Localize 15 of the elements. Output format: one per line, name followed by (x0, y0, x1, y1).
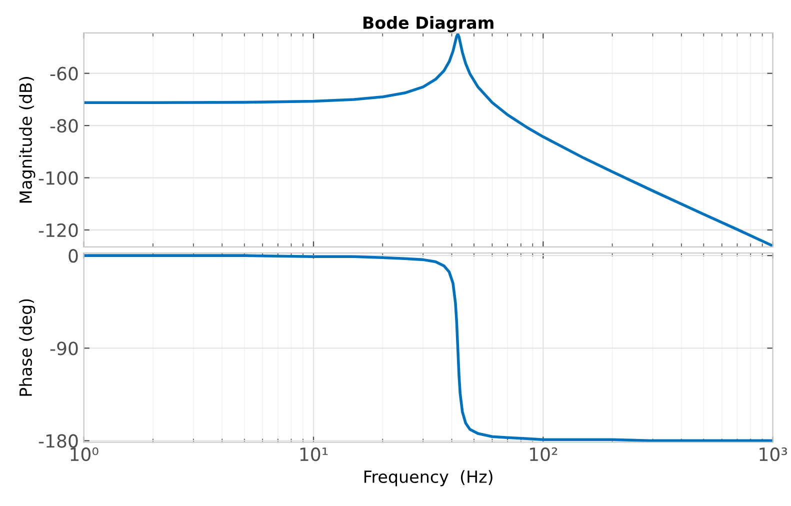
chart-title: Bode Diagram (363, 16, 494, 32)
y-tick-label: -90 (50, 342, 78, 356)
y-tick-label: -120 (38, 223, 78, 238)
y-tick-label: -60 (50, 66, 78, 80)
x-tick-label: 10³ (760, 447, 787, 462)
y-tick-label: 0 (68, 249, 78, 263)
x-axis-title: Frequency (Hz) (364, 470, 492, 486)
y-tick-label: -180 (38, 434, 78, 448)
y-axis-title: Magnitude (dB) (19, 77, 36, 203)
x-tick-label: 10² (530, 447, 558, 462)
x-tick-label: 10⁰ (70, 447, 98, 462)
y-tick-label: -80 (50, 119, 78, 133)
x-tick-label: 10¹ (300, 447, 328, 462)
y-axis-title: Phase (deg) (19, 299, 36, 396)
y-tick-label: -100 (38, 171, 78, 185)
